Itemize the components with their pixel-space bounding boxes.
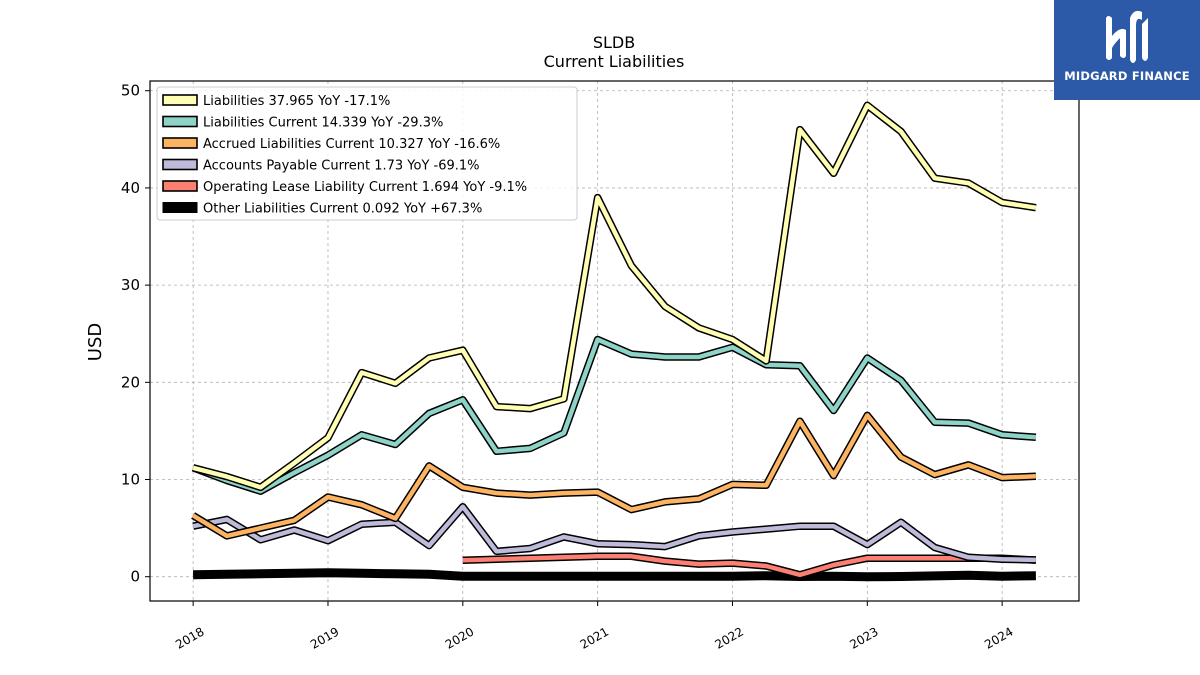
series-line	[191, 413, 1036, 539]
series-line-outline	[192, 502, 1036, 564]
series-lines	[191, 101, 1037, 582]
chart-subtitle: Current Liabilities	[544, 52, 685, 71]
series-line-outline	[191, 335, 1037, 495]
y-tick-label: 20	[121, 373, 140, 391]
x-tick-label: 2019	[308, 624, 341, 651]
legend-swatch	[162, 137, 198, 149]
y-axis-label: USD	[85, 323, 106, 361]
chart-title: SLDB	[593, 33, 635, 52]
x-tick-label: 2022	[713, 624, 746, 651]
legend-label: Other Liabilities Current 0.092 YoY +67.…	[203, 202, 482, 217]
legend-label: Accounts Payable Current 1.73 YoY -69.1%	[203, 159, 480, 174]
legend-label: Liabilities 37.965 YoY -17.1%	[203, 94, 390, 109]
plot-frame	[149, 80, 1080, 602]
legend-swatch	[162, 158, 198, 171]
x-tick-label: 2018	[173, 624, 206, 651]
series-line	[192, 504, 1036, 563]
midgard-logo-icon	[1106, 10, 1148, 63]
x-tick-label: 2021	[578, 624, 611, 651]
y-tick-label: 40	[121, 179, 140, 197]
legend-swatch	[162, 94, 198, 106]
legend: Liabilities 37.965 YoY -17.1% Liabilities…	[156, 86, 578, 221]
series-line-outline	[193, 568, 1036, 582]
legend-swatch	[162, 115, 198, 128]
series-line	[192, 103, 1037, 490]
legend-box	[156, 86, 578, 221]
legend-label: Accrued Liabilities Current 10.327 YoY -…	[203, 137, 500, 152]
legend-swatch	[162, 180, 198, 192]
y-tick-label: 50	[121, 82, 140, 100]
legend-label: Liabilities Current 14.339 YoY -29.3%	[203, 116, 443, 131]
x-tick-label: 2023	[847, 624, 880, 651]
midgard-finance-logo: MIDGARD FINANCE	[1054, 0, 1200, 100]
legend-swatch	[162, 202, 198, 213]
y-tick-label: 0	[130, 568, 140, 586]
series-line	[462, 554, 1037, 578]
logo-text: MIDGARD FINANCE	[1064, 69, 1190, 83]
legend-label: Operating Lease Liability Current 1.694 …	[203, 180, 527, 195]
x-tick-label: 2024	[982, 624, 1015, 651]
y-tick-label: 30	[121, 276, 140, 294]
y-tick-label: 10	[121, 471, 140, 489]
series-line	[192, 337, 1037, 494]
x-tick-label: 2020	[443, 624, 476, 651]
series-line-outline	[191, 411, 1037, 540]
